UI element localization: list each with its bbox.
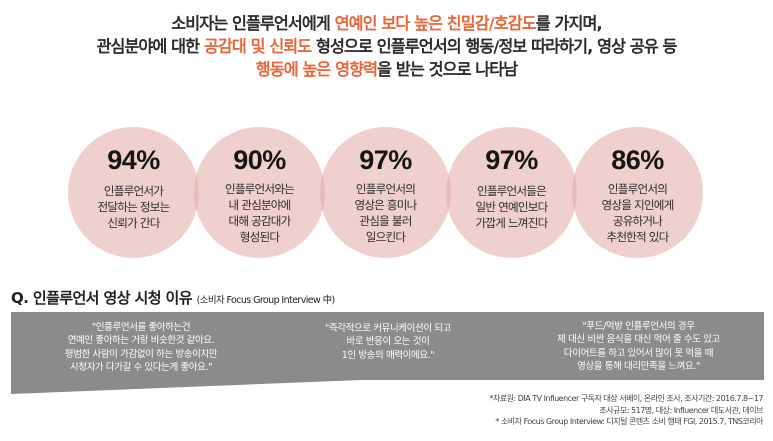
source-note: 조사규모: 517명, 대상: Influencer 대도서관, 데이브 xyxy=(599,405,763,415)
stat-description: 인플루언서의 영상은 흥미나 관심을 불러 일으킨다 xyxy=(354,182,417,244)
source-notes: *자료원: DIA TV Influencer 구독자 대상 서베이, 온라인 … xyxy=(489,393,763,428)
quote-3: "푸드/먹방 인플루언서의 경우 제 대신 비싼 음식을 대신 먹어 줄 수도 … xyxy=(557,321,720,373)
headline-text: 소비자는 인플루언서에게 xyxy=(171,14,335,33)
headline-text: 을 받는 것으로 나타남 xyxy=(377,60,518,79)
stat-circles: 94% 인플루언서가 전달하는 정보는 신뢰가 간다 90% 인플루언서와는 내… xyxy=(68,127,703,258)
stat-percent: 97% xyxy=(485,145,538,175)
quote-1: "인플루언서를 좋아하는건 연예인 좋아하는 거랑 비슷한것 같아요. 평범한 … xyxy=(64,322,218,374)
source-note: * 소비자 Focus Group Interview: 디지털 콘텐츠 소비 … xyxy=(495,417,763,426)
headline-line-2: 관심분야에 대한 공감대 및 신뢰도 형성으로 인플루언서의 행동/정보 따라하… xyxy=(0,35,773,58)
headline-text: 형성으로 인플루언서의 행동/정보 따라하기, 영상 공유 등 xyxy=(311,37,677,56)
headline-line-3: 행동에 높은 영향력을 받는 것으로 나타남 xyxy=(0,58,773,81)
quote-band: "인플루언서를 좋아하는건 연예인 좋아하는 거랑 비슷한것 같아요. 평범한 … xyxy=(11,312,764,397)
headline-highlight: 공감대 및 신뢰도 xyxy=(203,37,312,56)
source-note: *자료원: DIA TV Influencer 구독자 대상 서베이, 온라인 … xyxy=(489,394,763,403)
stat-percent: 94% xyxy=(107,145,160,175)
stat-percent: 86% xyxy=(611,145,664,175)
stat-description: 인플루언서들은 일반 연예인보다 가깝게 느껴진다 xyxy=(475,184,549,230)
section-title-text: Q. 인플루언서 영상 시청 이유 xyxy=(11,289,193,307)
stat-description: 인플루언서가 전달하는 정보는 신뢰가 간다 xyxy=(97,184,171,230)
quote-2: "즉각적으로 커뮤니케이션이 되고 바로 반응이 오는 것이 1인 방송의 매력… xyxy=(325,323,451,361)
headline-line-1: 소비자는 인플루언서에게 연예인 보다 높은 친밀감/호감도를 가지며, xyxy=(0,12,773,35)
stat-circle-4: 97% 인플루언서들은 일반 연예인보다 가깝게 느껴진다 xyxy=(446,127,577,258)
stat-circle-3: 97% 인플루언서의 영상은 흥미나 관심을 불러 일으킨다 xyxy=(320,127,451,258)
stat-description: 인플루언서의 영상을 지인에게 공유하거나 추천한적 있다 xyxy=(601,182,675,244)
stat-percent: 90% xyxy=(233,145,286,175)
headline-text: 를 가지며, xyxy=(535,14,603,33)
stat-description: 인플루언서와는 내 관심분야에 대해 공감대가 형성된다 xyxy=(224,182,295,244)
headline-highlight: 행동에 높은 영향력 xyxy=(255,60,378,79)
stat-percent: 97% xyxy=(359,145,412,175)
section-subtitle: (소비자 Focus Group Interview 中) xyxy=(196,295,336,306)
stat-circle-1: 94% 인플루언서가 전달하는 정보는 신뢰가 간다 xyxy=(68,127,199,258)
headline-text: 관심분야에 대한 xyxy=(96,37,204,56)
headline: 소비자는 인플루언서에게 연예인 보다 높은 친밀감/호감도를 가지며, 관심분… xyxy=(0,12,773,81)
quote-band-shape xyxy=(11,312,764,394)
headline-highlight: 연예인 보다 높은 친밀감/호감도 xyxy=(334,14,537,33)
section-title: Q. 인플루언서 영상 시청 이유 (소비자 Focus Group Inter… xyxy=(11,287,335,308)
stat-circle-5: 86% 인플루언서의 영상을 지인에게 공유하거나 추천한적 있다 xyxy=(572,127,703,258)
stat-circle-2: 90% 인플루언서와는 내 관심분야에 대해 공감대가 형성된다 xyxy=(194,127,325,258)
